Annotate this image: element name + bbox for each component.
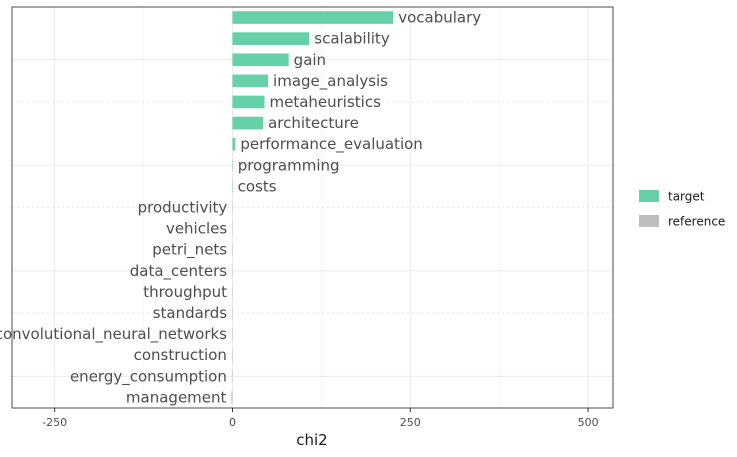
bar-label-energy_consumption: energy_consumption <box>70 367 227 386</box>
legend-key-target <box>639 190 659 202</box>
bar-label-management: management <box>126 388 227 406</box>
bar-architecture <box>232 116 264 130</box>
bar-labels: vocabulary scalability gain image_analysism… <box>0 9 481 407</box>
bar-gain <box>232 53 289 67</box>
bar-label-productivity: productivity <box>138 199 228 217</box>
bars <box>231 11 394 404</box>
bar-label-throughput: throughput <box>143 283 227 301</box>
bar-vocabulary <box>232 11 394 24</box>
x-tick-label: 250 <box>400 416 421 429</box>
bar-label-vocabulary: vocabulary <box>398 9 481 27</box>
bar-image_analysis <box>232 74 269 88</box>
bar-management <box>231 391 233 404</box>
x-tick-label: 0 <box>229 416 236 429</box>
panel-border <box>11 6 614 409</box>
bar-label-costs: costs <box>238 177 277 195</box>
bar-label-metaheuristics: metaheuristics <box>269 93 381 111</box>
bar-label-construction: construction <box>134 346 227 364</box>
bar-label-convolutional_neural_networks: convolutional_neural_networks <box>0 325 227 344</box>
legend-key-reference <box>639 215 659 227</box>
x-tick-label: 500 <box>578 416 599 429</box>
bar-label-petri_nets: petri_nets <box>152 241 227 260</box>
bar-label-data_centers: data_centers <box>130 262 228 281</box>
bar-label-standards: standards <box>153 304 228 322</box>
legend-label-target: target <box>668 190 705 204</box>
bar-label-scalability: scalability <box>314 30 390 48</box>
bar-label-performance_evaluation: performance_evaluation <box>240 135 422 154</box>
bar-label-architecture: architecture <box>268 114 359 132</box>
bar-scalability <box>232 32 310 45</box>
bar-label-image_analysis: image_analysis <box>273 72 388 91</box>
bar-label-vehicles: vehicles <box>166 220 227 238</box>
grid-lines <box>12 7 613 408</box>
bar-label-gain: gain <box>294 51 326 69</box>
legend: target reference <box>639 190 725 229</box>
x-axis-title: chi2 <box>296 431 327 449</box>
bar-performance_evaluation <box>232 137 236 151</box>
bar-metaheuristics <box>232 95 265 109</box>
x-axis: -250 0 250 500 <box>42 408 599 429</box>
bar-label-programming: programming <box>238 156 340 174</box>
bar-energy_consumption <box>231 370 233 383</box>
legend-label-reference: reference <box>668 215 725 229</box>
x-tick-label: -250 <box>42 416 67 429</box>
bar-construction <box>231 348 233 362</box>
